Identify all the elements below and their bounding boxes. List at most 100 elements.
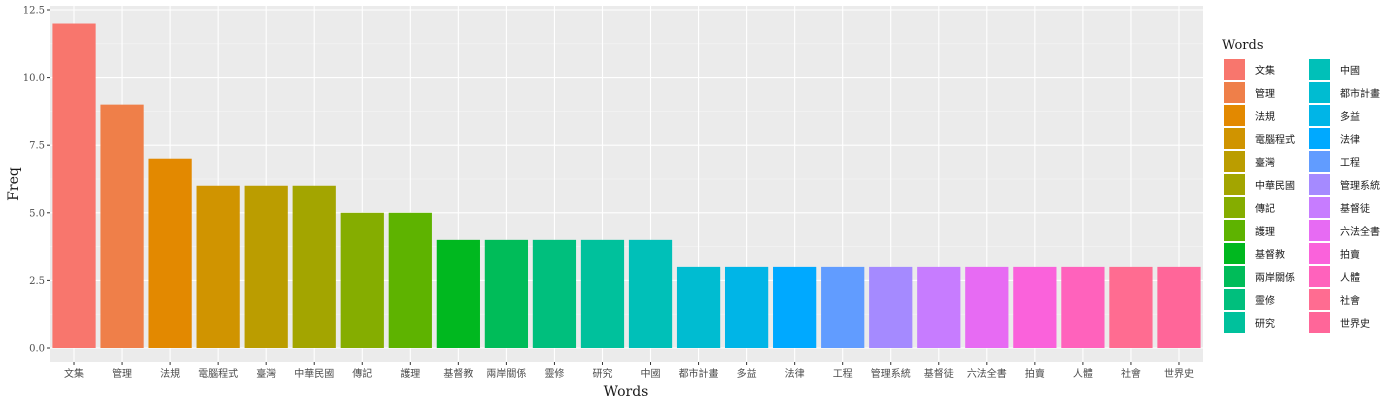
legend-label: 臺灣 bbox=[1255, 156, 1275, 169]
y-tick-label: 12.5 bbox=[23, 6, 45, 17]
legend-label: 研究 bbox=[1255, 317, 1275, 330]
x-tick-label: 人體 bbox=[1073, 368, 1093, 380]
plot-panel bbox=[50, 6, 1203, 362]
legend-key bbox=[1309, 197, 1330, 218]
x-tick-label: 法規 bbox=[160, 367, 180, 380]
bar bbox=[244, 185, 288, 348]
y-tick-label: 2.5 bbox=[29, 276, 45, 287]
x-tick-label: 文集 bbox=[64, 367, 84, 380]
legend-key bbox=[1309, 266, 1330, 287]
legend-label: 護理 bbox=[1255, 225, 1275, 238]
legend-key bbox=[1224, 266, 1245, 287]
x-tick-label: 社會 bbox=[1121, 367, 1141, 380]
x-tick-label: 世界史 bbox=[1164, 368, 1194, 380]
x-tick-label: 電腦程式 bbox=[198, 367, 238, 380]
legend-key bbox=[1309, 220, 1330, 241]
x-tick-label: 傳記 bbox=[352, 367, 372, 380]
y-tick-label: 5.0 bbox=[29, 208, 45, 219]
legend-label: 都市計畫 bbox=[1340, 87, 1380, 100]
bar bbox=[100, 104, 144, 348]
x-tick-label: 靈修 bbox=[544, 367, 564, 380]
legend-key bbox=[1309, 174, 1330, 195]
legend-label: 世界史 bbox=[1340, 318, 1370, 330]
legend-key bbox=[1224, 312, 1245, 333]
legend-label: 文集 bbox=[1255, 64, 1275, 77]
legend-label: 社會 bbox=[1340, 294, 1360, 307]
bar bbox=[340, 212, 384, 348]
legend-key bbox=[1309, 59, 1330, 80]
legend-key bbox=[1224, 197, 1245, 218]
x-tick-label: 臺灣 bbox=[256, 367, 276, 380]
bar bbox=[148, 158, 192, 348]
legend-title: Words bbox=[1222, 38, 1264, 53]
x-axis: 文集 管理 法規 電腦程式 臺灣 中華民國 傳記 護理 基督教 兩岸關係 靈修 研究 中國 都市計畫 多益 法… bbox=[64, 362, 1194, 380]
legend-label: 法律 bbox=[1340, 133, 1360, 146]
bar bbox=[52, 23, 96, 349]
legend-key bbox=[1309, 243, 1330, 264]
bar bbox=[436, 239, 480, 348]
x-axis-title: Words bbox=[604, 384, 649, 400]
bar bbox=[292, 185, 336, 348]
x-tick-label: 都市計畫 bbox=[679, 367, 719, 380]
legend-label: 人體 bbox=[1340, 272, 1360, 284]
legend-label: 基督徒 bbox=[1340, 202, 1370, 215]
bar bbox=[1157, 266, 1201, 348]
x-tick-label: 兩岸關係 bbox=[486, 368, 526, 380]
legend-key bbox=[1309, 312, 1330, 333]
legend-key bbox=[1224, 289, 1245, 310]
y-tick-label: 7.5 bbox=[29, 141, 45, 152]
bar bbox=[1013, 266, 1057, 348]
legend-label: 基督教 bbox=[1255, 248, 1285, 261]
bar bbox=[773, 266, 817, 348]
legend-key bbox=[1309, 289, 1330, 310]
legend-label: 中國 bbox=[1340, 64, 1360, 77]
x-tick-label: 管理 bbox=[112, 367, 132, 380]
x-tick-label: 中華民國 bbox=[294, 367, 334, 380]
y-tick-label: 10.0 bbox=[23, 73, 45, 84]
legend-label: 拍賣 bbox=[1340, 248, 1360, 261]
bar bbox=[724, 266, 769, 348]
legend-key bbox=[1224, 151, 1245, 172]
legend-label: 電腦程式 bbox=[1255, 133, 1295, 146]
x-tick-label: 護理 bbox=[400, 367, 420, 380]
x-tick-label: 拍賣 bbox=[1025, 367, 1045, 380]
legend-key bbox=[1224, 220, 1245, 241]
legend-key bbox=[1224, 243, 1245, 264]
x-tick-label: 法律 bbox=[785, 367, 805, 380]
legend-key bbox=[1224, 174, 1245, 195]
bar bbox=[676, 266, 721, 348]
bar bbox=[628, 239, 673, 348]
legend-key bbox=[1309, 105, 1330, 126]
x-tick-label: 管理系統 bbox=[871, 367, 911, 380]
x-tick-label: 多益 bbox=[737, 367, 757, 380]
bar bbox=[1109, 266, 1153, 348]
x-tick-label: 研究 bbox=[592, 367, 612, 380]
y-tick-label: 0.0 bbox=[29, 344, 45, 355]
legend-label: 管理 bbox=[1255, 87, 1275, 100]
bar bbox=[1061, 266, 1105, 348]
bars bbox=[52, 23, 1201, 349]
legend-label: 六法全書 bbox=[1340, 225, 1380, 238]
legend-label: 管理系統 bbox=[1340, 179, 1380, 192]
legend-label: 多益 bbox=[1340, 110, 1360, 123]
legend-key bbox=[1309, 82, 1330, 103]
bar bbox=[196, 185, 240, 348]
bar bbox=[388, 212, 432, 348]
legend-key bbox=[1309, 128, 1330, 149]
bar bbox=[965, 266, 1009, 348]
legend-label: 傳記 bbox=[1255, 202, 1275, 215]
bar bbox=[532, 239, 577, 348]
x-tick-label: 工程 bbox=[833, 368, 853, 380]
legend-label: 中華民國 bbox=[1255, 179, 1295, 192]
grid-minor bbox=[50, 43, 1203, 315]
legend-key bbox=[1224, 128, 1245, 149]
legend-label: 兩岸關係 bbox=[1255, 272, 1295, 284]
legend-key bbox=[1224, 105, 1245, 126]
bar bbox=[484, 239, 529, 348]
y-axis-title: Freq bbox=[6, 167, 22, 201]
bar bbox=[821, 266, 865, 348]
y-axis: 0.0 2.5 5.0 7.5 10.0 12.5 bbox=[23, 6, 50, 355]
x-tick-label: 中國 bbox=[641, 367, 661, 380]
